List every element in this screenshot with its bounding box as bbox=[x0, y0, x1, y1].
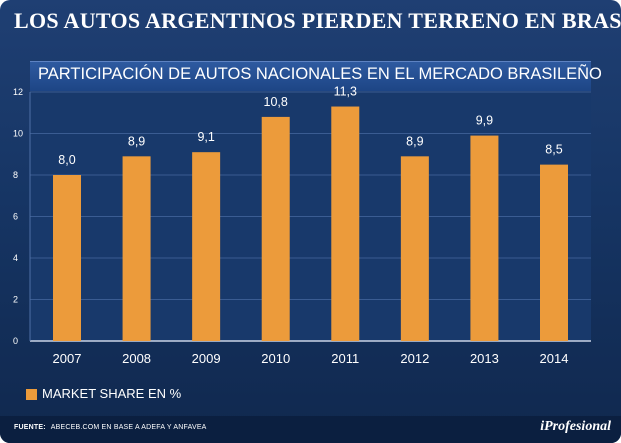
y-tick-label: 4 bbox=[13, 253, 18, 263]
source-bar bbox=[0, 416, 621, 443]
bar-value-label: 8,9 bbox=[406, 134, 423, 148]
x-tick-label: 2007 bbox=[53, 351, 82, 366]
bar-value-label: 9,1 bbox=[197, 130, 214, 144]
bar-value-label: 11,3 bbox=[334, 85, 357, 99]
legend-label: MARKET SHARE EN % bbox=[42, 386, 182, 401]
x-tick-label: 2010 bbox=[261, 351, 290, 366]
x-tick-label: 2012 bbox=[400, 351, 429, 366]
source-note: FUENTE: ABECEB.COM EN BASE A ADEFA Y ANFA… bbox=[14, 424, 207, 431]
bar bbox=[470, 135, 499, 341]
bar bbox=[400, 156, 429, 341]
x-tick-label: 2011 bbox=[331, 351, 359, 366]
chart-title: PARTICIPACIÓN DE AUTOS NACIONALES EN EL … bbox=[38, 65, 602, 83]
bar bbox=[540, 164, 568, 341]
y-tick-label: 0 bbox=[13, 336, 18, 346]
bar-value-label: 8,0 bbox=[58, 153, 75, 167]
bar-value-label: 10,8 bbox=[264, 95, 288, 109]
brand-logo: iProfesional bbox=[540, 419, 611, 434]
source-label: FUENTE: bbox=[14, 424, 46, 431]
legend-swatch bbox=[26, 389, 37, 400]
source-text: ABECEB.COM EN BASE A ADEFA Y ANFAVEA bbox=[50, 424, 207, 431]
y-tick-label: 6 bbox=[13, 212, 18, 222]
bar bbox=[122, 156, 151, 341]
bar bbox=[53, 175, 81, 341]
y-tick-label: 12 bbox=[13, 87, 23, 97]
bar bbox=[331, 106, 360, 342]
x-tick-label: 2014 bbox=[540, 351, 569, 366]
bar-value-label: 8,9 bbox=[128, 134, 145, 148]
x-tick-label: 2009 bbox=[192, 351, 221, 366]
subtitle-band bbox=[30, 61, 591, 91]
y-tick-label: 2 bbox=[13, 295, 18, 305]
bar-value-label: 9,9 bbox=[476, 114, 493, 128]
bar-value-label: 8,5 bbox=[545, 143, 562, 157]
x-tick-label: 2013 bbox=[470, 351, 499, 366]
y-tick-label: 8 bbox=[13, 170, 18, 180]
bar bbox=[261, 116, 290, 342]
y-tick-label: 10 bbox=[13, 129, 23, 139]
chart-headline: LOS AUTOS ARGENTINOS PIERDEN TERRENO EN … bbox=[14, 8, 621, 33]
bar bbox=[192, 152, 221, 341]
x-tick-label: 2008 bbox=[122, 351, 151, 366]
